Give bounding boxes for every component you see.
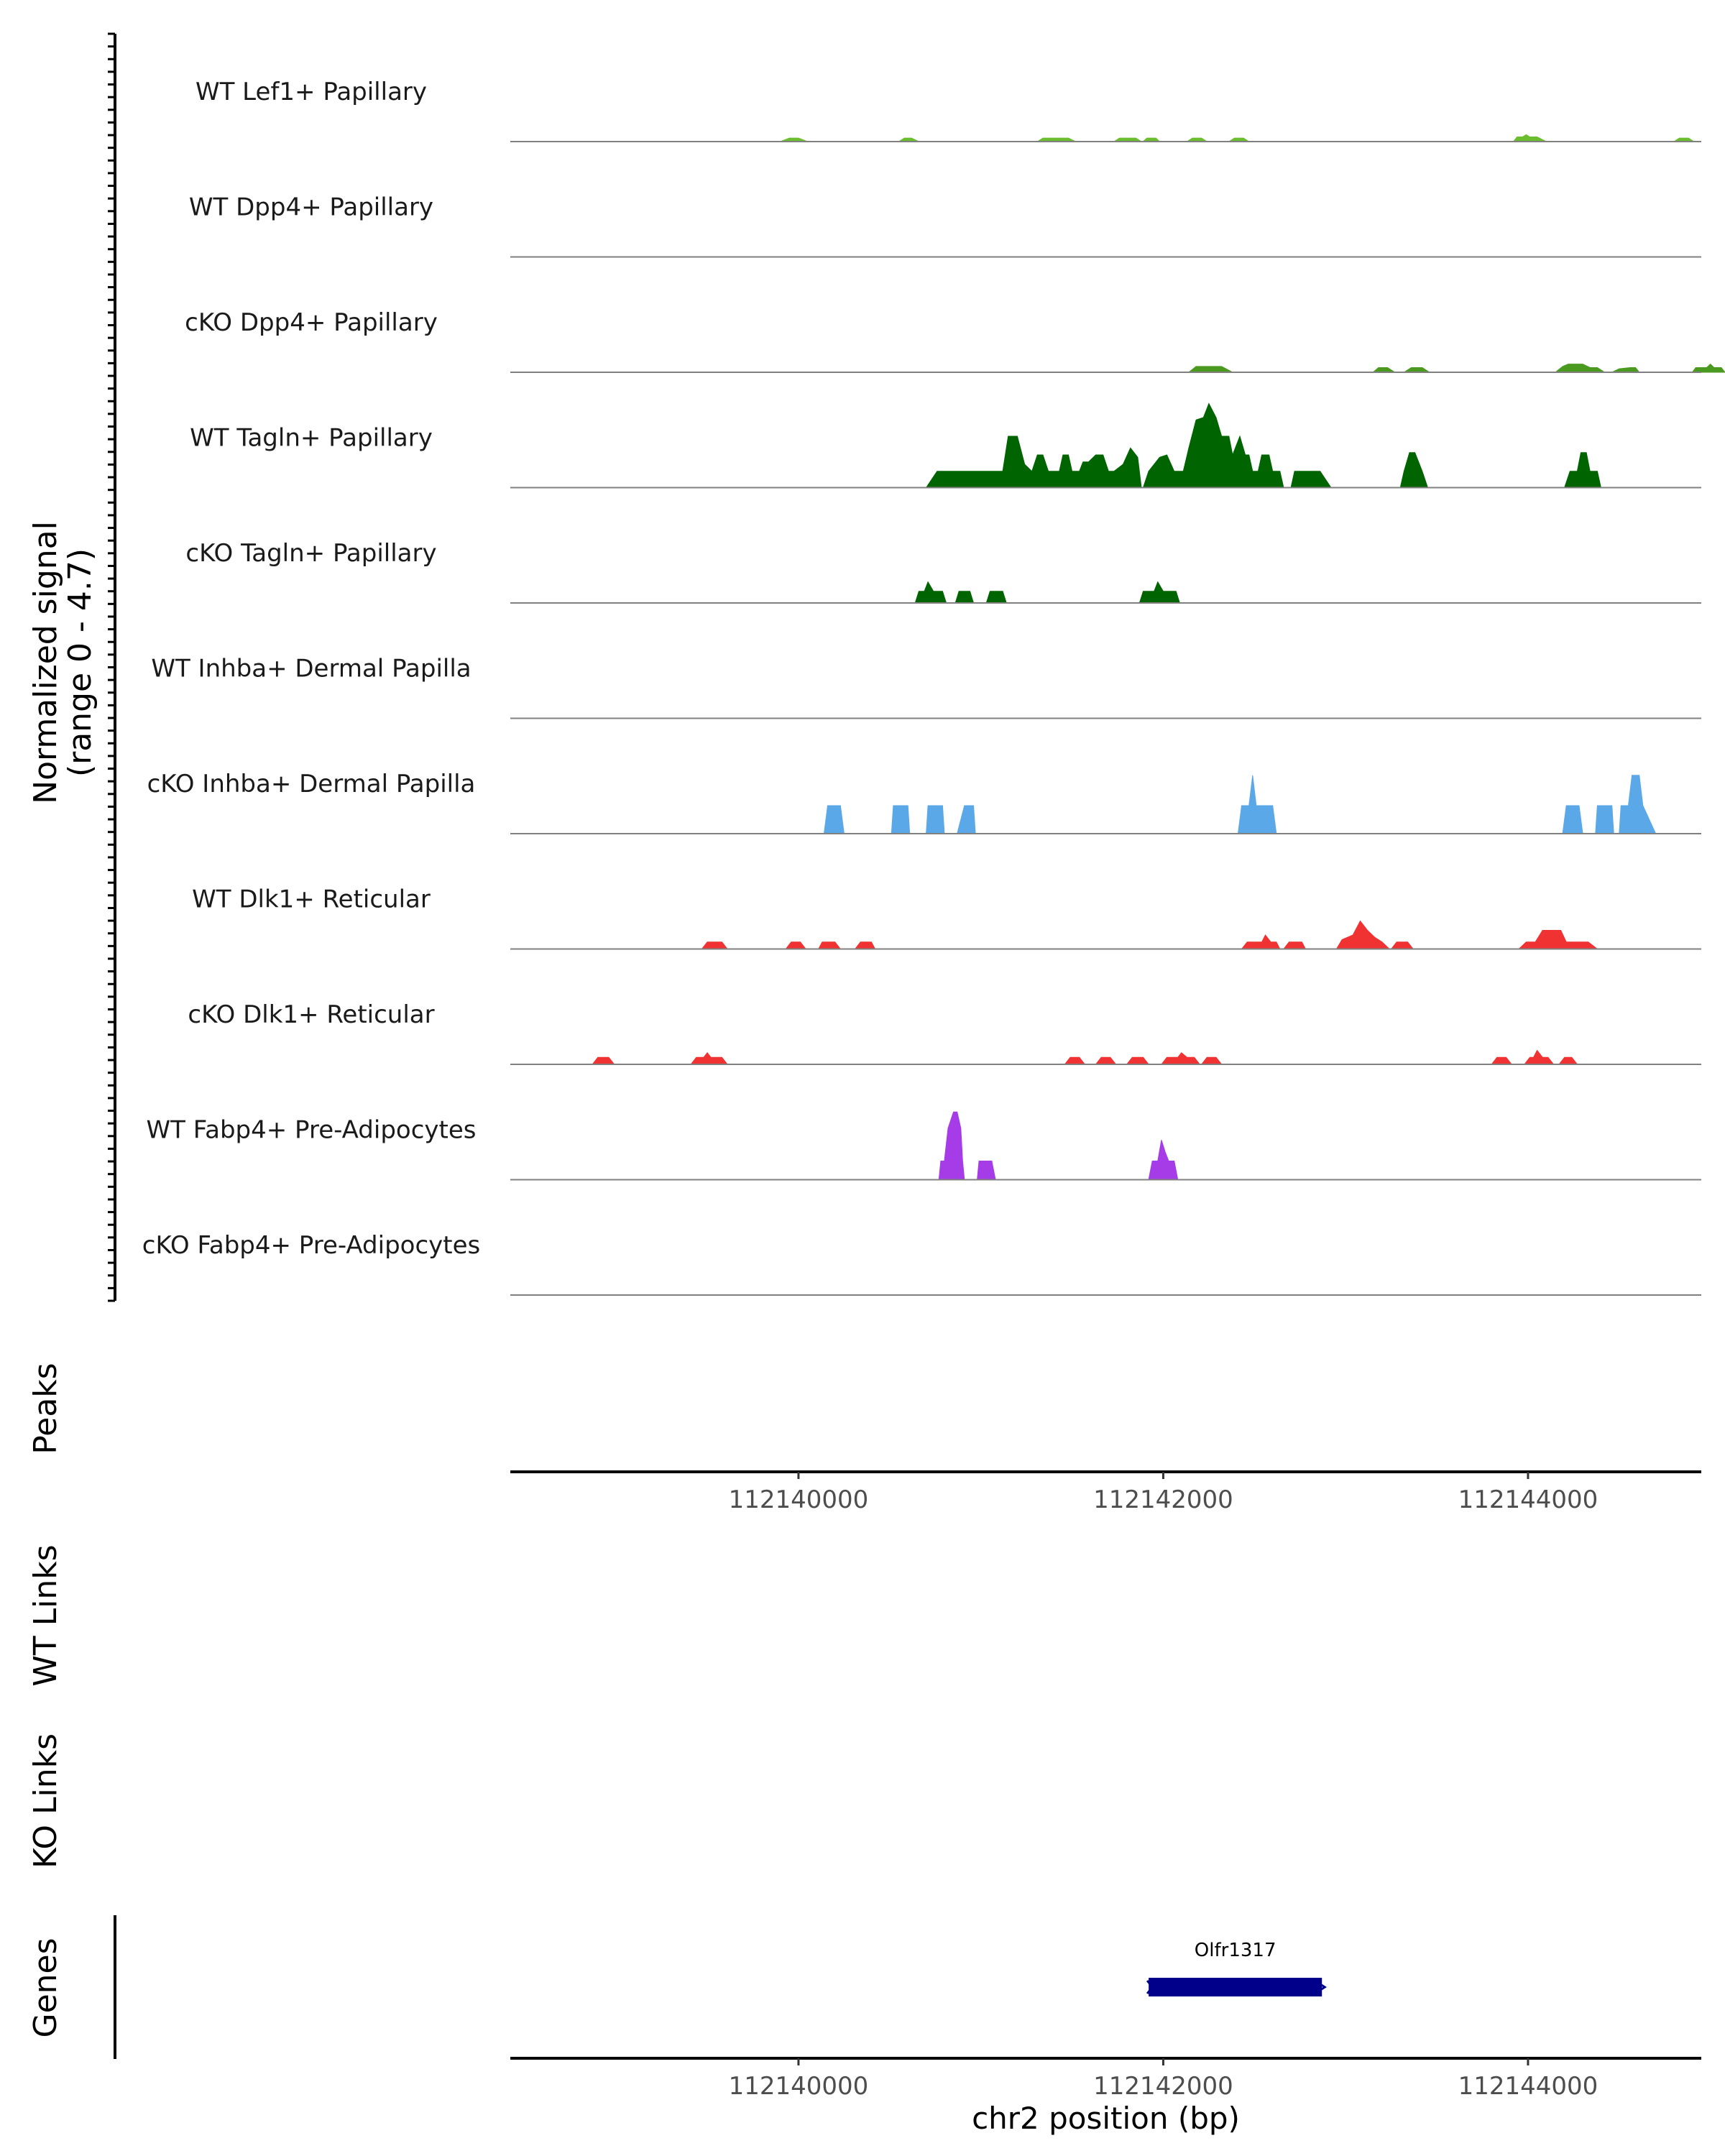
gene-strand-marker <box>1314 1979 1327 1995</box>
coverage-peak <box>1491 1056 1513 1065</box>
coverage-peak <box>1126 1056 1150 1065</box>
track-label: cKO Inhba+ Dermal Papilla <box>147 770 476 798</box>
track-cko-tagln-papillary: cKO Tagln+ Papillary <box>185 539 1701 604</box>
track-label: WT Inhba+ Dermal Papilla <box>151 655 471 683</box>
genes-panel-title: Genes <box>27 1938 64 2037</box>
y-axis-range: (range 0 - 4.7) <box>62 548 98 777</box>
coverage-peak <box>1390 941 1414 949</box>
coverage-peak <box>914 581 947 604</box>
track-label: WT Tagln+ Papillary <box>190 424 433 453</box>
peaks-panel-title: Peaks <box>27 1363 64 1454</box>
coverage-peak <box>785 941 807 949</box>
coverage-peak <box>854 941 876 949</box>
x-axis-title: chr2 position (bp) <box>972 2101 1240 2136</box>
track-label: cKO Dpp4+ Papillary <box>185 308 438 337</box>
coverage-peak <box>1691 363 1725 373</box>
coverage-peak <box>1512 134 1547 142</box>
coverage-peak <box>891 805 911 834</box>
coverage-peak <box>977 1161 996 1180</box>
x-tick-label: 112142000 <box>1093 1485 1233 1514</box>
track-label: WT Lef1+ Papillary <box>196 78 427 106</box>
x-tick-label: 112144000 <box>1458 2072 1598 2101</box>
coverage-peak <box>690 1051 729 1065</box>
genes-x-axis: 112140000 112142000 112144000 <box>510 2057 1701 2101</box>
track-wt-dlk1-reticular: WT Dlk1+ Reticular <box>192 885 1701 950</box>
peaks-x-axis: 112140000 112142000 112144000 <box>510 1470 1701 1514</box>
coverage-peak <box>925 436 1142 488</box>
track-wt-lef1-papillary: WT Lef1+ Papillary <box>196 78 1701 142</box>
x-tick-label: 112144000 <box>1458 1485 1598 1514</box>
track-cko-dpp4-papillary: cKO Dpp4+ Papillary <box>185 308 1725 373</box>
gene-olfr1317: Olfr1317 <box>1146 1940 1327 1996</box>
coverage-peak <box>1595 805 1614 834</box>
y-axis-title: Normalized signal <box>27 521 64 804</box>
track-label: WT Dpp4+ Papillary <box>189 193 433 222</box>
coverage-peak <box>1517 930 1598 949</box>
track-wt-inhba-dermal-papilla: WT Inhba+ Dermal Papilla <box>151 655 1701 719</box>
coverage-peak <box>1335 920 1391 949</box>
coverage-peak <box>701 941 729 949</box>
coverage-peak <box>1399 452 1429 488</box>
track-label: cKO Tagln+ Papillary <box>185 539 436 568</box>
coverage-peak <box>592 1056 615 1065</box>
track-cko-dlk1-reticular: cKO Dlk1+ Reticular <box>188 1000 1701 1065</box>
coverage-peak <box>1160 1052 1201 1065</box>
track-label: WT Dlk1+ Reticular <box>192 885 431 914</box>
coverage-peak <box>1142 402 1284 488</box>
coverage-peak <box>1562 805 1583 834</box>
track-cko-inhba-dermal-papilla: cKO Inhba+ Dermal Papilla <box>147 770 1701 834</box>
track-wt-tagln-papillary: WT Tagln+ Papillary <box>190 402 1701 489</box>
coverage-peak <box>1558 1056 1578 1065</box>
coverage-peak <box>1237 775 1277 834</box>
gene-strand-marker <box>1146 1980 1159 1994</box>
coverage-peak <box>985 591 1007 604</box>
gene-label: Olfr1317 <box>1195 1940 1276 1961</box>
track-label: cKO Fabp4+ Pre-Adipocytes <box>142 1231 481 1260</box>
coverage-peak <box>1290 471 1332 488</box>
coverage-peak <box>1282 941 1307 949</box>
coverage-peak <box>1564 452 1602 488</box>
x-tick-label: 112140000 <box>729 2072 869 2101</box>
track-wt-dpp4-papillary: WT Dpp4+ Papillary <box>189 193 1701 258</box>
ko-links-panel-title: KO Links <box>27 1733 64 1869</box>
coverage-peak <box>1554 364 1606 373</box>
track-label: WT Fabp4+ Pre-Adipocytes <box>147 1116 477 1145</box>
coverage-peak <box>1241 934 1281 949</box>
coverage-peak <box>954 591 975 604</box>
coverage-peak <box>1095 1056 1117 1065</box>
coverage-peak <box>823 805 845 834</box>
coverage-peak <box>957 805 976 834</box>
coverage-peak <box>1148 1140 1179 1180</box>
coverage-peak <box>938 1111 965 1180</box>
x-tick-label: 112140000 <box>729 1485 869 1514</box>
track-label: cKO Dlk1+ Reticular <box>188 1000 434 1029</box>
coverage-peak <box>1200 1056 1223 1065</box>
coverage-peak <box>1064 1056 1086 1065</box>
gene-body <box>1149 1978 1322 1996</box>
coverage-peak <box>1523 1049 1555 1065</box>
wt-links-panel-title: WT Links <box>27 1544 64 1686</box>
track-wt-fabp4-pre-adipocytes: WT Fabp4+ Pre-Adipocytes <box>147 1111 1701 1181</box>
coverage-peak <box>1619 775 1657 834</box>
coverage-peak <box>1187 366 1233 373</box>
coverage-peak <box>817 941 842 949</box>
coverage-peak <box>926 805 945 834</box>
x-tick-label: 112142000 <box>1093 2072 1233 2101</box>
track-cko-fabp4-pre-adipocytes: cKO Fabp4+ Pre-Adipocytes <box>142 1231 1701 1296</box>
coverage-peak <box>1138 581 1180 604</box>
